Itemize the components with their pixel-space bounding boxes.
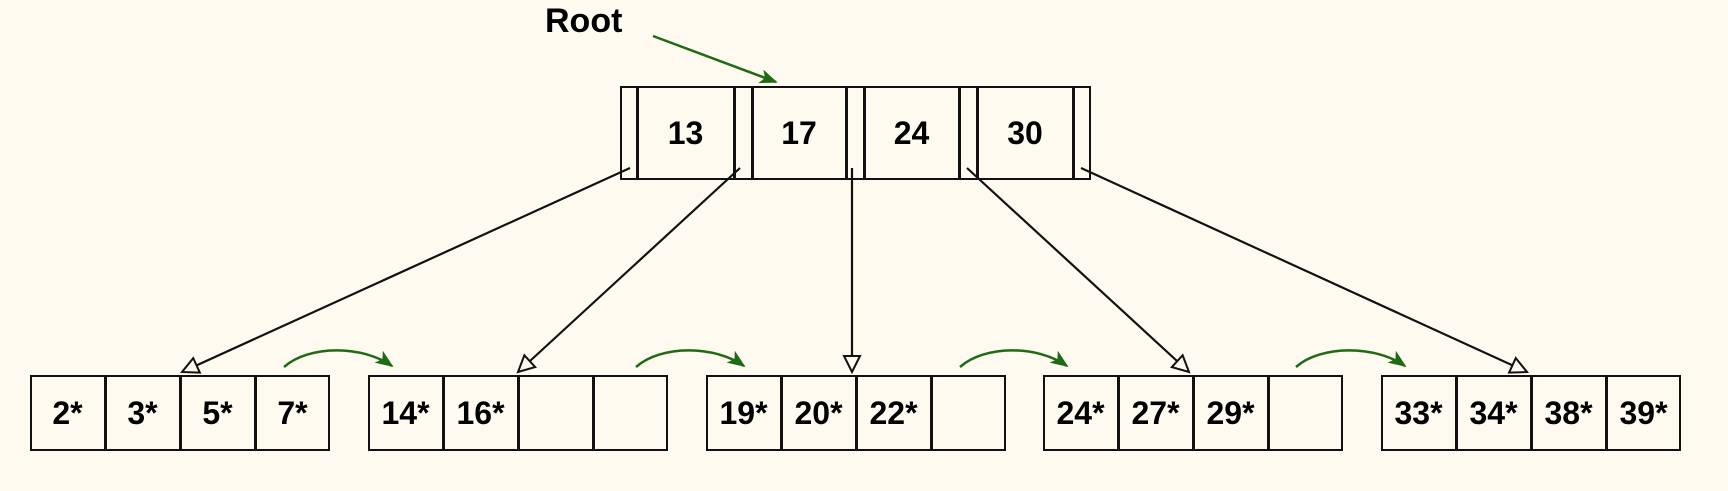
leaf-divider <box>517 375 520 451</box>
leaf-entry: 24* <box>1056 394 1105 431</box>
leaf-divider <box>855 375 858 451</box>
leaf-empty-slot <box>931 375 1006 451</box>
leaf-divider <box>1117 375 1120 451</box>
sibling-link-arrow <box>1295 349 1407 368</box>
leaf-divider <box>254 375 257 451</box>
root-divider <box>958 86 961 180</box>
root-divider <box>863 86 866 180</box>
leaf-divider <box>442 375 445 451</box>
sibling-link-arrow <box>959 349 1069 368</box>
leaf-divider <box>592 375 595 451</box>
leaf-divider <box>104 375 107 451</box>
root-divider <box>1072 86 1075 180</box>
leaf-empty-slot <box>518 375 593 451</box>
leaf-divider <box>1605 375 1608 451</box>
root-key: 13 <box>667 114 704 151</box>
root-node-box <box>620 86 1091 180</box>
leaf-entry: 39* <box>1619 394 1668 431</box>
leaf-entry: 38* <box>1544 394 1593 431</box>
sibling-link-arrow <box>635 349 746 368</box>
root-divider <box>733 86 736 180</box>
root-divider <box>751 86 754 180</box>
leaf-entry: 22* <box>869 394 918 431</box>
root-divider <box>845 86 848 180</box>
leaf-entry: 33* <box>1394 394 1443 431</box>
root-divider <box>976 86 979 180</box>
root-label: Root <box>545 2 623 40</box>
child-pointer-arrow <box>182 166 631 372</box>
leaf-entry: 16* <box>456 394 505 431</box>
leaf-empty-slot <box>593 375 668 451</box>
leaf-divider <box>1192 375 1195 451</box>
leaf-empty-slot <box>1268 375 1343 451</box>
leaf-entry: 27* <box>1131 394 1180 431</box>
sibling-link-arrow <box>283 349 394 368</box>
leaf-entry: 20* <box>794 394 843 431</box>
leaf-entry: 34* <box>1469 394 1518 431</box>
leaf-entry: 19* <box>719 394 768 431</box>
child-pointer-arrow <box>1080 166 1527 372</box>
leaf-divider <box>1530 375 1533 451</box>
leaf-divider <box>780 375 783 451</box>
child-pointer-arrow <box>966 167 1189 372</box>
root-divider <box>636 86 639 180</box>
root-key: 17 <box>781 114 817 151</box>
child-pointer-arrow <box>518 167 741 372</box>
leaf-divider <box>930 375 933 451</box>
root-key: 24 <box>893 114 930 151</box>
leaf-divider <box>1455 375 1458 451</box>
root-arrow <box>652 34 778 84</box>
leaf-entry: 2* <box>52 394 83 431</box>
root-key: 30 <box>1007 114 1043 151</box>
leaf-entry: 14* <box>381 394 430 431</box>
leaf-entry: 3* <box>127 394 158 431</box>
leaf-divider <box>1267 375 1270 451</box>
leaf-entry: 5* <box>202 394 233 431</box>
leaf-entry: 7* <box>277 394 308 431</box>
leaf-entry: 29* <box>1206 394 1255 431</box>
leaf-divider <box>179 375 182 451</box>
